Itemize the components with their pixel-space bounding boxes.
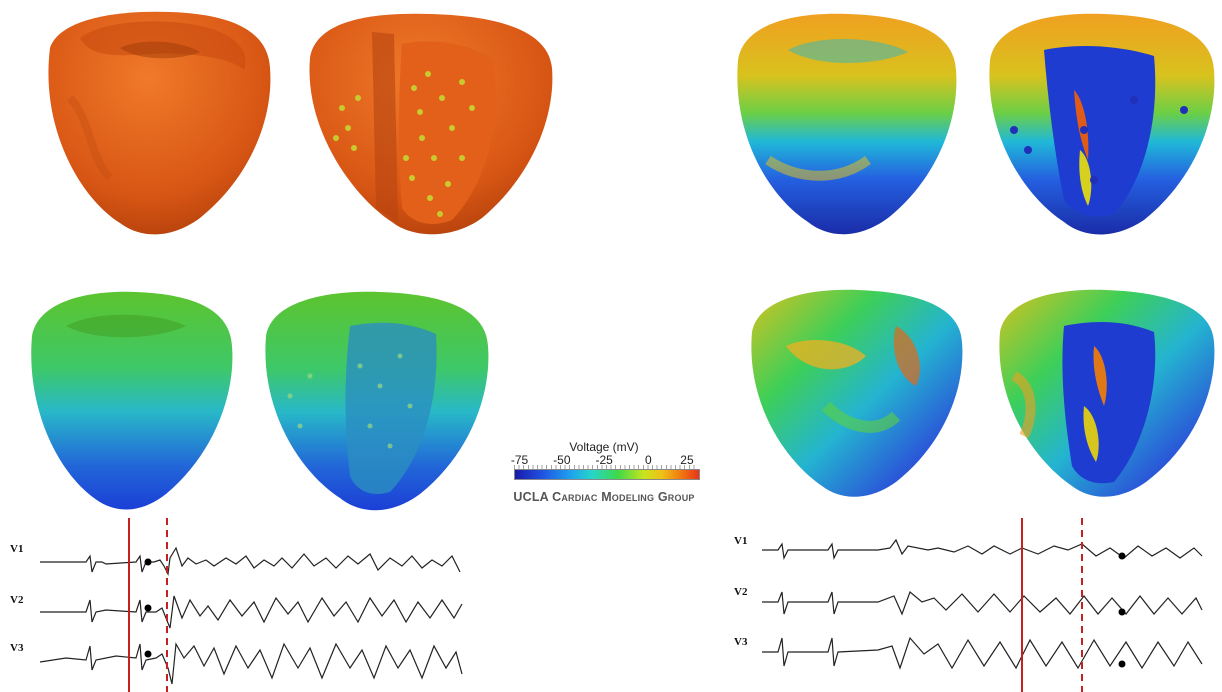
ecg-left-dot-v1	[144, 558, 152, 566]
ecg-right-dot-v3	[1118, 660, 1126, 668]
voltage-colorbar: Voltage (mV) -75 -50 -25 0 25 UCLA Cardi…	[498, 440, 710, 508]
ecg-left-trace-v1	[40, 546, 461, 577]
ecg-left-trace-v2	[40, 595, 463, 629]
heart-mid-right-cutaway	[994, 286, 1220, 502]
colorbar-minor-ticks	[514, 465, 698, 469]
ecg-right-trace-v2	[762, 590, 1203, 616]
ecg-left-lead-v3: V3	[10, 642, 24, 654]
ecg-right-dot-v2	[1118, 608, 1126, 616]
heart-top-left-exterior	[30, 8, 278, 240]
heart-mid-left-exterior	[26, 286, 238, 516]
ecg-right-trace-v1	[762, 538, 1203, 560]
colorbar-tick: -50	[553, 453, 571, 467]
colorbar-tick: -75	[510, 453, 529, 467]
colorbar-title: Voltage (mV)	[569, 440, 639, 454]
ecg-right-lead-v1: V1	[734, 535, 748, 547]
ecg-right-dot-v1	[1118, 552, 1126, 560]
heart-top-left-cutaway	[302, 8, 558, 240]
heart-mid-right-exterior	[746, 286, 968, 502]
heart-top-right-exterior	[728, 10, 964, 240]
ecg-left-traces	[36, 518, 468, 692]
colorbar-tick: 0	[644, 453, 652, 467]
ecg-left-dot-v3	[144, 650, 152, 658]
ecg-left-lead-v2: V2	[10, 594, 24, 606]
ecg-right-trace-v3	[762, 636, 1203, 670]
ecg-left-dot-v2	[144, 604, 152, 612]
colorbar-gradient	[514, 469, 700, 480]
colorbar-tick: 25	[680, 453, 694, 467]
heart-top-right-cutaway	[984, 10, 1220, 240]
colorbar-tick: -25	[595, 453, 613, 467]
ecg-right-lead-v3: V3	[734, 636, 748, 648]
ecg-right-lead-v2: V2	[734, 586, 748, 598]
ecg-right-traces	[758, 518, 1208, 692]
ecg-left-lead-v1: V1	[10, 543, 24, 555]
colorbar-ticks: -75 -50 -25 0 25	[510, 453, 698, 467]
ecg-left-trace-v3	[39, 642, 463, 685]
heart-mid-left-cutaway	[260, 286, 496, 516]
credit-label: UCLA Cardiac Modeling Group	[513, 490, 695, 504]
